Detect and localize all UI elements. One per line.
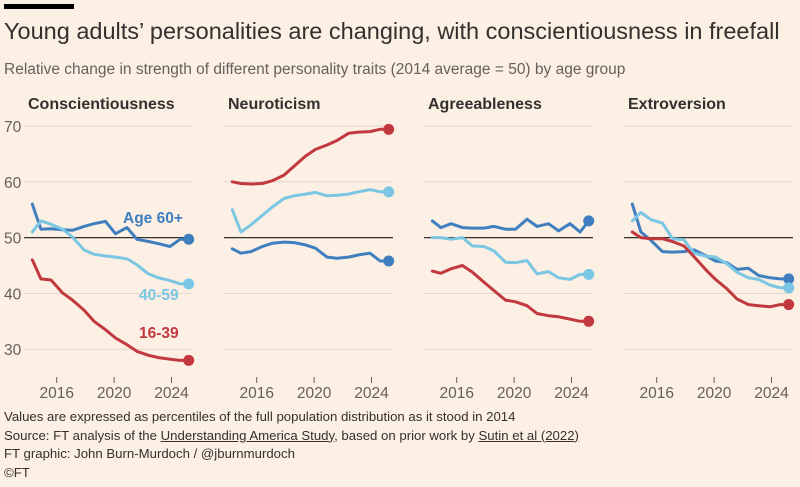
series-line xyxy=(230,188,391,234)
footer: Values are expressed as percentiles of t… xyxy=(4,408,579,482)
y-tick-label: 60 xyxy=(4,175,22,192)
panel-title: Extroversion xyxy=(628,96,726,113)
x-tick-label: 2016 xyxy=(39,385,73,402)
x-tick-label: 2020 xyxy=(297,385,332,402)
chart-title: Young adults’ personalities are changing… xyxy=(4,18,780,44)
series-end-point xyxy=(783,282,795,294)
series-line xyxy=(430,217,591,234)
y-tick-label: 50 xyxy=(4,231,22,248)
x-tick-label: 2016 xyxy=(239,385,273,402)
y-tick-label: 40 xyxy=(4,286,22,303)
series-end-point xyxy=(383,123,395,135)
x-tick-label: 2024 xyxy=(354,385,389,402)
footer-copyright: ©FT xyxy=(4,464,30,480)
panel-title: Agreeableness xyxy=(428,96,542,113)
source-prefix: Source: FT analysis of the xyxy=(4,427,161,443)
footer-note: Values are expressed as percentiles of t… xyxy=(4,409,516,424)
source-link-sutin[interactable]: Sutin et al (2022) xyxy=(478,427,579,443)
panel-title: Neuroticism xyxy=(228,96,320,113)
x-tick-label: 2024 xyxy=(554,385,589,402)
series-line xyxy=(30,219,191,286)
series-line xyxy=(230,127,391,186)
source-link-uas[interactable]: Understanding America Study xyxy=(160,427,335,443)
y-tick-label: 70 xyxy=(4,119,22,136)
panel-title: Conscientiousness xyxy=(28,96,175,113)
series-line xyxy=(430,264,591,323)
series-end-point xyxy=(383,186,395,198)
series-end-point xyxy=(583,315,595,327)
series-end-point xyxy=(183,354,195,366)
footer-graphic-credit: FT graphic: John Burn-Murdoch / @jburnmu… xyxy=(4,446,295,462)
series-end-point xyxy=(583,215,595,227)
series-line xyxy=(230,240,391,263)
series-line xyxy=(630,202,791,281)
series-end-point xyxy=(383,255,395,267)
y-tick-label: 30 xyxy=(4,342,22,359)
series-annotation: 16-39 xyxy=(139,325,179,342)
series-line xyxy=(630,211,791,290)
footer-source: Source: FT analysis of the Understanding… xyxy=(4,427,579,446)
x-tick-label: 2016 xyxy=(439,385,473,402)
series-end-point xyxy=(783,299,795,311)
series-line xyxy=(630,230,791,309)
series-line xyxy=(30,202,191,248)
brand-bar xyxy=(4,4,74,9)
x-tick-label: 2024 xyxy=(154,385,189,402)
chart-subtitle: Relative change in strength of different… xyxy=(4,61,626,78)
source-mid: , based on prior work by xyxy=(334,427,479,443)
x-tick-label: 2020 xyxy=(697,385,732,402)
series-end-point xyxy=(183,233,195,245)
series-line xyxy=(430,236,591,281)
series-annotation: Age 60+ xyxy=(123,210,183,227)
series-end-point xyxy=(183,278,195,290)
x-tick-label: 2020 xyxy=(497,385,532,402)
series-annotation: 40-59 xyxy=(139,287,179,304)
x-tick-label: 2016 xyxy=(639,385,673,402)
series-end-point xyxy=(783,273,795,285)
series-end-point xyxy=(583,268,595,280)
x-tick-label: 2024 xyxy=(754,385,789,402)
series-line xyxy=(30,258,191,362)
x-tick-label: 2020 xyxy=(97,385,132,402)
